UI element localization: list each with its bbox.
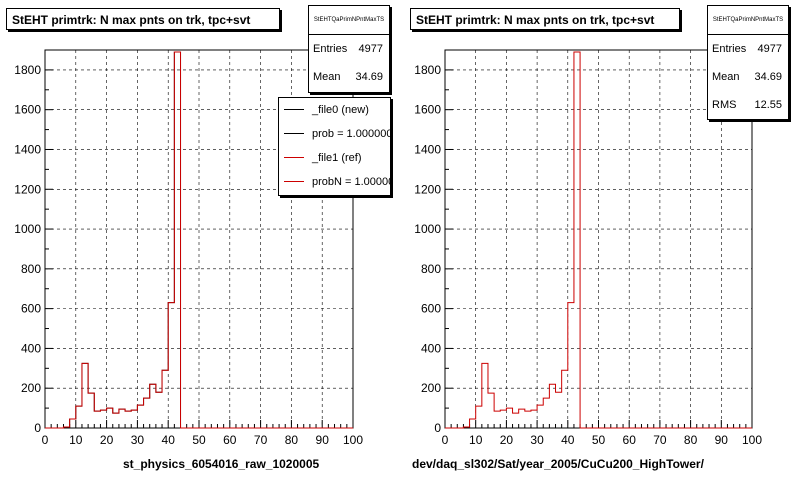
x-tick-label: 100 [343,433,363,447]
y-tick-label: 1400 [14,142,41,156]
x-tick-label: 30 [530,433,544,447]
y-tick-label: 800 [21,262,41,276]
histogram-left: 0 10 20 30 40 50 60 70 80 90 100020040060080010001… [14,49,363,447]
histogram-right: 0 10 20 30 40 50 60 70 80 90 100020040060080010001… [414,49,762,447]
y-tick-label: 1000 [14,222,41,236]
legend-label: _file1 (ref) [312,152,362,164]
stats-rms-value: 12.55 [754,99,782,111]
legend-label: prob = 1.000000 [312,128,391,140]
legend-swatch [284,133,304,134]
x-tick-label: 50 [192,433,206,447]
x-tick-label: 90 [715,433,729,447]
stats-name: StEHTQaPrimNPntMaxTS [708,6,788,35]
y-tick-label: 400 [421,341,441,355]
stats-entries-value: 4977 [757,43,782,55]
stats-name: StEHTQaPrimNPntMaxTS [309,6,389,35]
x-tick-label: 100 [742,433,762,447]
legend-swatch [284,109,304,110]
legend-swatch [284,157,304,158]
y-tick-label: 600 [21,302,41,316]
x-tick-label: 40 [561,433,575,447]
x-tick-label: 20 [100,433,114,447]
stats-rms-label: RMS [712,99,737,111]
x-tick-label: 20 [500,433,514,447]
stats-mean-label: Mean [313,71,341,83]
histogram-series-line [45,51,353,429]
legend-entry: probN = 1.000000 [279,170,390,194]
chart-title-left: StEHT primtrk: N max pnts on trk, tpc+sv… [6,8,280,30]
y-tick-label: 200 [21,381,41,395]
y-tick-label: 400 [21,341,41,355]
legend-left: _file0 (new) prob = 1.000000 _file1 (ref… [278,97,391,196]
x-axis-title-right: dev/daq_sl302/Sat/year_2005/CuCu200_High… [412,457,704,471]
x-tick-label: 80 [285,433,299,447]
stats-entries-value: 4977 [358,43,383,55]
histogram-series-line [445,51,752,429]
y-tick-label: 1600 [14,103,41,117]
x-tick-label: 60 [623,433,637,447]
stats-mean-value: 34.69 [355,71,383,83]
y-tick-label: 200 [421,381,441,395]
y-tick-label: 1800 [414,63,441,77]
y-tick-label: 1600 [414,103,441,117]
legend-entry: _file1 (ref) [279,146,390,170]
x-tick-label: 90 [316,433,330,447]
x-tick-label: 0 [42,433,49,447]
legend-entry: prob = 1.000000 [279,122,390,146]
legend-entry: _file0 (new) [279,98,390,122]
chart-title-right: StEHT primtrk: N max pnts on trk, tpc+sv… [410,8,680,30]
x-tick-label: 60 [223,433,237,447]
y-tick-label: 1000 [414,222,441,236]
x-tick-label: 10 [469,433,483,447]
legend-swatch [284,181,304,182]
stats-entries-label: Entries [712,43,747,55]
x-axis-title-left: st_physics_6054016_raw_1020005 [123,457,320,471]
y-tick-label: 600 [421,302,441,316]
x-tick-label: 80 [684,433,698,447]
legend-label: _file0 (new) [312,104,369,116]
y-tick-label: 0 [34,421,41,435]
legend-label: probN = 1.000000 [312,176,390,188]
stats-box-right: StEHTQaPrimNPntMaxTS Entries 4977 Mean 34.… [707,5,789,120]
y-tick-label: 800 [421,262,441,276]
x-tick-label: 0 [442,433,449,447]
stats-box-left: StEHTQaPrimNPntMaxTS Entries 4977 Mean 34.… [308,5,390,93]
y-tick-label: 1400 [414,142,441,156]
x-tick-label: 70 [653,433,667,447]
y-tick-label: 1200 [14,182,41,196]
y-tick-label: 1200 [414,182,441,196]
stats-mean-label: Mean [712,71,740,83]
y-tick-label: 0 [434,421,441,435]
x-tick-label: 70 [254,433,268,447]
x-tick-label: 10 [69,433,83,447]
x-tick-label: 40 [162,433,176,447]
stats-mean-value: 34.69 [754,71,782,83]
y-tick-label: 1800 [14,63,41,77]
x-tick-label: 30 [131,433,145,447]
x-tick-label: 50 [592,433,606,447]
stats-entries-label: Entries [313,43,348,55]
